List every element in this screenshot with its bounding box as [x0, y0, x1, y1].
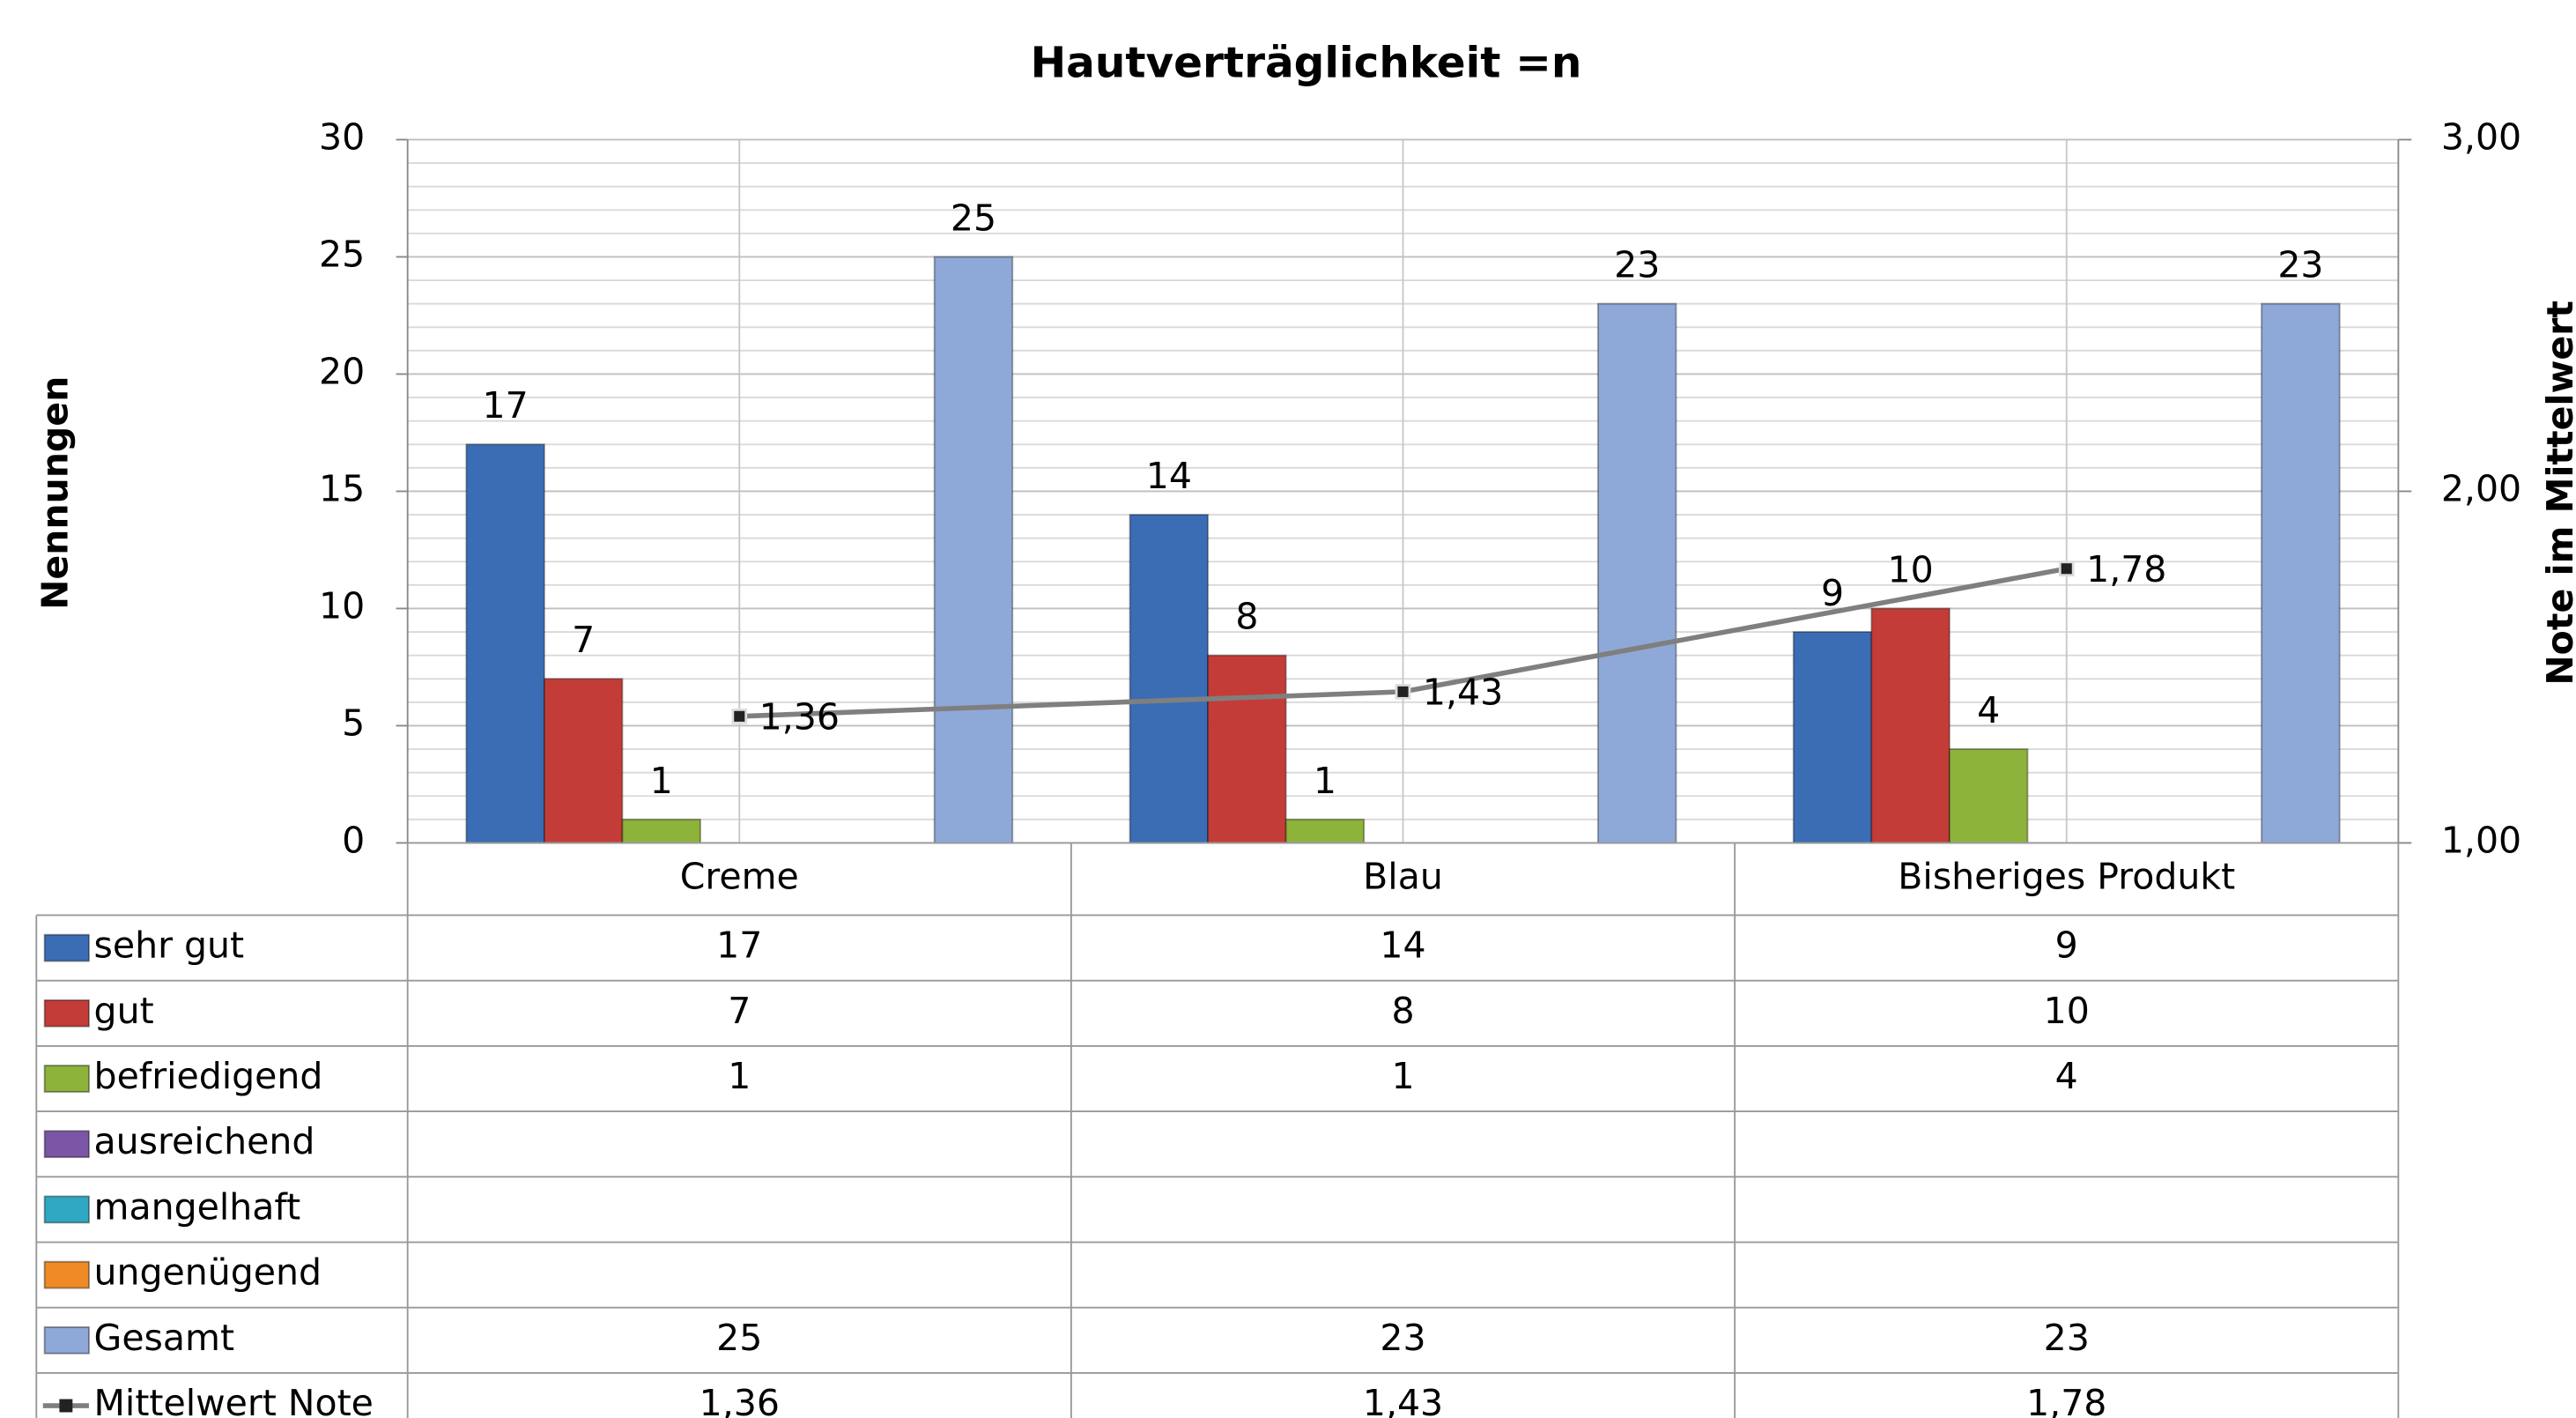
data-label: 1 — [650, 760, 673, 802]
table-cell: 1,43 — [1363, 1382, 1443, 1418]
table-cell: 1 — [728, 1055, 751, 1097]
line-label: 1,78 — [2086, 548, 2166, 590]
x-tick-label: Blau — [1363, 855, 1443, 897]
y-tick-label: 30 — [319, 115, 365, 158]
legend-label: Mittelwert Note — [94, 1382, 374, 1418]
bar — [2261, 302, 2341, 844]
bar — [621, 818, 701, 844]
legend-label: gut — [94, 990, 154, 1032]
legend-label: sehr gut — [94, 924, 245, 967]
line-marker — [1395, 684, 1411, 700]
data-label: 10 — [1888, 548, 1934, 590]
table-cell: 17 — [716, 924, 762, 967]
bar — [1596, 302, 1677, 844]
data-label: 7 — [572, 619, 595, 661]
data-label: 1 — [1314, 760, 1336, 802]
y2-tick-label: 1,00 — [2441, 819, 2521, 861]
table-cell: 25 — [716, 1317, 762, 1359]
line-label: 1,36 — [759, 696, 840, 739]
line-marker — [731, 708, 748, 724]
y-tick-label: 25 — [319, 233, 365, 275]
y-tick-label: 0 — [342, 819, 365, 861]
data-label: 23 — [2277, 244, 2323, 286]
y-tick-label: 15 — [319, 467, 365, 509]
bar — [1792, 631, 1873, 844]
bar — [1284, 818, 1366, 844]
data-label: 4 — [1977, 689, 2000, 731]
data-label: 25 — [951, 197, 996, 239]
table-cell: 23 — [2044, 1317, 2090, 1359]
x-tick-label: Bisheriges Produkt — [1898, 855, 2235, 897]
line-marker — [2058, 561, 2075, 577]
y-tick-label: 5 — [342, 702, 365, 744]
data-label: 14 — [1146, 455, 1192, 497]
bar — [465, 443, 545, 844]
y-axis-title: Nennungen — [34, 376, 77, 610]
data-label: 23 — [1614, 244, 1660, 286]
table-cell: 14 — [1380, 924, 1425, 967]
line-label: 1,43 — [1423, 672, 1503, 714]
x-tick-label: Creme — [680, 855, 799, 897]
table-cell: 23 — [1380, 1317, 1425, 1359]
legend-key — [43, 1065, 90, 1093]
table-cell: 1 — [1391, 1055, 1414, 1097]
bar — [1948, 748, 2029, 844]
chart-title: Hautverträglichkeit =n — [1031, 39, 1582, 88]
data-label: 8 — [1235, 596, 1258, 638]
y2-tick-label: 2,00 — [2441, 467, 2521, 509]
legend-key — [43, 1325, 90, 1355]
legend-key — [43, 1260, 90, 1289]
table-cell: 4 — [2055, 1055, 2078, 1097]
bar — [1870, 607, 1951, 844]
bar — [933, 256, 1014, 844]
y-tick-label: 20 — [319, 350, 365, 392]
data-label: 9 — [1821, 572, 1844, 614]
bar — [1129, 514, 1210, 844]
bar — [1207, 654, 1287, 844]
legend-key-marker — [59, 1399, 73, 1413]
legend-label: mangelhaft — [94, 1185, 301, 1228]
y2-axis-title: Note im Mittelwert — [2539, 301, 2576, 686]
table-cell: 7 — [728, 990, 751, 1032]
legend-key — [43, 1195, 90, 1224]
data-label: 17 — [483, 384, 529, 427]
table-cell: 8 — [1391, 990, 1414, 1032]
table-cell: 1,36 — [700, 1382, 780, 1418]
legend-label: ausreichend — [94, 1120, 315, 1162]
bar — [543, 678, 624, 844]
table-cell: 10 — [2044, 990, 2090, 1032]
y2-tick-label: 3,00 — [2441, 115, 2521, 158]
legend-label: ungenügend — [94, 1251, 322, 1294]
legend-key — [43, 999, 90, 1028]
legend-key — [43, 1130, 90, 1159]
legend-key — [43, 933, 90, 962]
table-cell: 9 — [2055, 924, 2078, 967]
legend-label: Gesamt — [94, 1317, 235, 1359]
legend-label: befriedigend — [94, 1055, 323, 1097]
y-tick-label: 10 — [319, 584, 365, 627]
table-cell: 1,78 — [2026, 1382, 2106, 1418]
